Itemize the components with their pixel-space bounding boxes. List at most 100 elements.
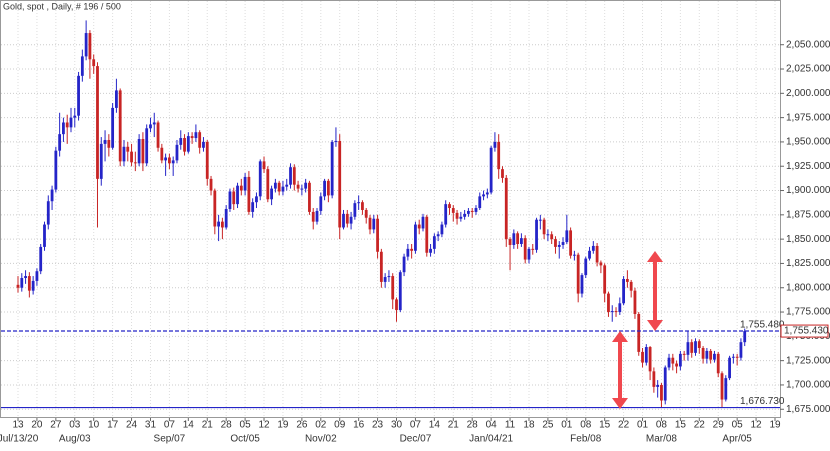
candle-body: [448, 204, 451, 209]
candle-body: [554, 239, 557, 247]
candle-body: [501, 169, 504, 178]
period-label: Aug/03: [59, 434, 91, 445]
candle-body: [133, 162, 137, 164]
x-tick-label: 07: [410, 420, 422, 431]
candle-body: [463, 213, 467, 217]
candle-body: [569, 230, 573, 256]
x-tick-label: 11: [505, 420, 516, 431]
candle-body: [656, 384, 660, 387]
candle-body: [62, 122, 65, 135]
x-tick-label: 14: [429, 420, 441, 431]
y-tick-label: 1,975.000: [786, 112, 830, 123]
last-price-label: 1,755.430: [784, 326, 829, 337]
candle-body: [637, 313, 641, 352]
candle-body: [296, 184, 300, 189]
candle-body: [489, 147, 493, 193]
candle-body: [421, 216, 425, 229]
candle-body: [671, 357, 675, 364]
candle-body: [425, 216, 429, 253]
candle-body: [523, 238, 527, 260]
candle-body: [122, 146, 126, 162]
candle-body: [213, 190, 217, 227]
candle-body: [622, 278, 625, 304]
x-tick-label: 18: [523, 420, 535, 431]
candle-body: [557, 244, 561, 247]
period-label: Mar/08: [646, 434, 678, 445]
candle-body: [538, 219, 542, 221]
candle-body: [591, 245, 595, 251]
candle-body: [27, 276, 31, 291]
last-price-box: [780, 324, 829, 338]
y-tick-label: 1,675.000: [786, 404, 830, 415]
candle-body: [160, 147, 164, 161]
x-tick-label: 19: [769, 420, 781, 431]
y-tick-label: 2,025.000: [786, 64, 830, 75]
y-tick-label: 1,850.000: [786, 234, 830, 245]
candle-body: [660, 384, 663, 401]
candle-body: [262, 161, 266, 170]
candle-body: [304, 182, 308, 189]
candle-body: [183, 138, 186, 152]
candle-body: [156, 122, 160, 148]
candle-body: [217, 221, 221, 227]
y-tick-label: 1,875.000: [786, 209, 830, 220]
candle-body: [43, 224, 46, 247]
x-tick-label: 02: [315, 420, 327, 431]
candle-body: [652, 371, 656, 387]
x-tick-label: 29: [713, 420, 725, 431]
x-tick-label: 27: [50, 420, 62, 431]
candle-body: [429, 248, 432, 253]
candle-body: [50, 189, 54, 202]
arrow-head: [612, 331, 628, 342]
candle-body: [372, 218, 376, 230]
y-tick-label: 1,900.000: [786, 185, 830, 196]
candle-body: [103, 139, 107, 144]
candle-body: [739, 342, 743, 358]
candle-body: [731, 356, 735, 358]
candle-body: [152, 122, 156, 125]
candle-body: [470, 210, 474, 212]
candle-body: [455, 212, 459, 219]
candle-body: [149, 124, 152, 129]
x-tick-label: 26: [296, 420, 308, 431]
y-tick-label: 1,950.000: [786, 137, 830, 148]
period-label: Feb/08: [570, 434, 602, 445]
candle-body: [584, 258, 588, 276]
candle-body: [697, 341, 701, 349]
candle-body: [111, 107, 115, 148]
candle-body: [338, 140, 342, 228]
candle-body: [576, 254, 580, 294]
candle-body: [224, 209, 228, 228]
level-label: 1,755.480: [740, 320, 785, 331]
x-tick-label: 22: [618, 420, 630, 431]
candle-body: [141, 139, 145, 164]
candle-body: [319, 196, 323, 211]
candle-body: [92, 59, 96, 67]
candle-body: [402, 256, 406, 273]
x-tick-label: 17: [107, 420, 119, 431]
candle-body: [126, 146, 130, 152]
candle-body: [618, 303, 622, 313]
candle-body: [194, 132, 198, 139]
chart-title: Gold, spot , Daily, # 196 / 500: [3, 1, 121, 11]
candle-body: [467, 210, 470, 214]
candle-body: [720, 373, 724, 400]
candle-body: [273, 182, 277, 189]
x-tick-label: 05: [240, 420, 252, 431]
y-tick-label: 1,925.000: [786, 161, 830, 172]
x-tick-label: 12: [258, 420, 270, 431]
candle-body: [561, 242, 565, 245]
y-tick-label: 1,825.000: [786, 258, 830, 269]
y-tick-label: 1,725.000: [786, 355, 830, 366]
candle-body: [432, 236, 436, 249]
candle-body: [527, 248, 531, 260]
candle-body: [440, 224, 444, 235]
candle-body: [107, 139, 111, 148]
candle-body: [675, 363, 678, 367]
candle-body: [323, 180, 326, 197]
period-label: Dec/07: [400, 434, 432, 445]
y-tick-label: 1,700.000: [786, 380, 830, 391]
candle-body: [485, 192, 489, 195]
candle-body: [550, 234, 554, 240]
